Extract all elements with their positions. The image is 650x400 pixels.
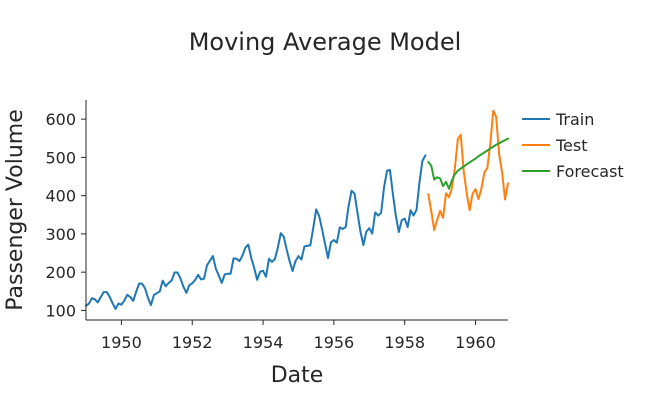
x-tick-label: 1952 [172,333,213,352]
y-axis: 100 200 300 400 500 600 [45,100,87,320]
y-tick-label: 200 [45,263,76,282]
y-tick-label: 300 [45,225,76,244]
series-line-train [85,154,427,310]
y-tick-label: 100 [45,301,76,320]
series-line-test [427,109,509,232]
x-axis-title: Date [271,363,324,388]
x-tick-label: 1956 [314,333,355,352]
legend-label-train: Train [555,110,594,129]
series-line-forecast [427,137,509,190]
x-tick-label: 1960 [455,333,496,352]
legend-label-test: Test [555,136,588,155]
x-tick-label: 1958 [384,333,425,352]
y-tick-label: 600 [45,110,76,129]
x-axis: 1950 1952 1954 1956 1958 1960 [86,319,508,352]
y-tick-label: 500 [45,148,76,167]
legend: Train Test Forecast [522,110,624,181]
x-tick-label: 1950 [101,333,142,352]
y-axis-title: Passenger Volume [3,109,28,311]
plot-area [85,109,509,310]
legend-label-forecast: Forecast [556,162,624,181]
chart-title: Moving Average Model [189,28,462,56]
x-tick-label: 1954 [243,333,284,352]
y-tick-label: 400 [45,187,76,206]
